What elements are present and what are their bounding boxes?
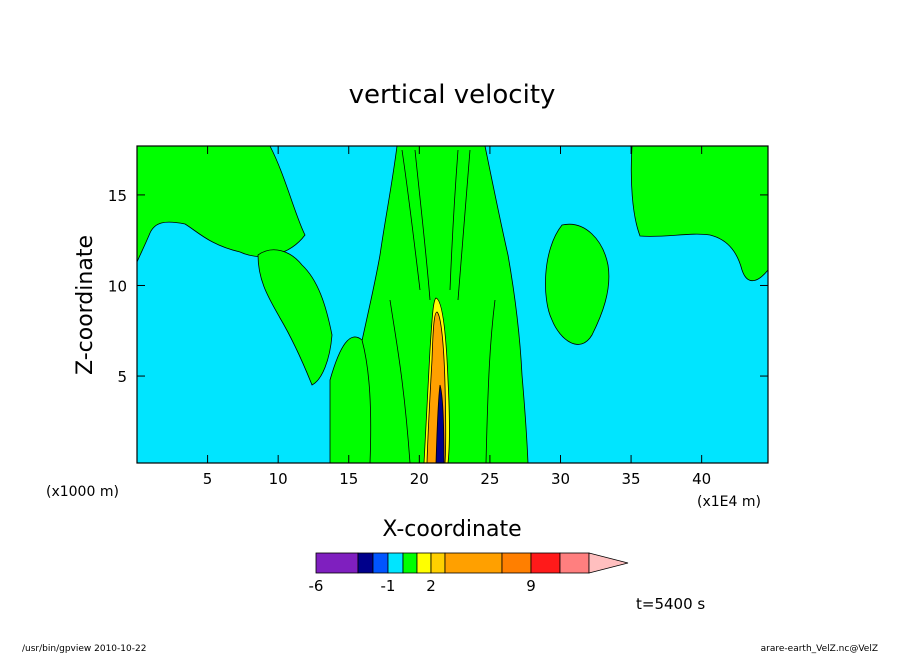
footer-right: arare-earth_VelZ.nc@VelZ — [761, 644, 878, 654]
time-label: t=5400 s — [636, 595, 705, 613]
contour-line-3 — [414, 149, 431, 301]
contour-line-2 — [449, 149, 459, 291]
contour-region-right-plume — [545, 223, 610, 345]
plot-frame — [136, 145, 769, 464]
y-tick-label: 10 — [108, 277, 127, 295]
colorbar-tick-label: -6 — [309, 577, 324, 595]
y-axis-ticks: 5 10 15 — [108, 187, 768, 386]
x-tick-label: 15 — [339, 470, 358, 488]
x-axis-label: X-coordinate — [382, 517, 521, 542]
colorbar-swatch — [559, 552, 590, 574]
contour-region-left-plume — [257, 249, 333, 386]
contour-region-left-top — [136, 145, 306, 263]
y-tick-label: 5 — [117, 368, 127, 386]
inner-contour-lines — [389, 149, 496, 464]
colorbar-tick-labels: -6 -1 2 9 — [309, 577, 536, 595]
x-unit-left: (x1000 m) — [46, 484, 119, 500]
colorbar-tick-label: -1 — [381, 577, 396, 595]
y-axis-label: Z-coordinate — [73, 235, 98, 375]
contour-line-6 — [485, 299, 496, 464]
contour-region-right-top — [630, 145, 769, 281]
updraft-core — [423, 297, 450, 464]
x-tick-label: 40 — [692, 470, 711, 488]
x-axis-ticks: 5 10 15 20 25 30 35 40 — [203, 146, 711, 488]
colorbar-swatch — [444, 552, 503, 574]
colorbar — [315, 552, 629, 574]
footer-left: /usr/bin/gpview 2010-10-22 — [22, 644, 146, 654]
colorbar-tick-label: 2 — [426, 577, 436, 595]
y-tick-label: 15 — [108, 187, 127, 205]
contour-line-4 — [457, 149, 471, 301]
colorbar-swatch — [387, 552, 404, 574]
colorbar-swatch — [430, 552, 446, 574]
colorbar-swatch — [315, 552, 359, 574]
plot-area: 5 10 15 20 25 30 35 40 5 10 15 — [108, 145, 769, 488]
colorbar-swatch — [372, 552, 389, 574]
x-tick-label: 35 — [622, 470, 641, 488]
colorbar-tick-label: 9 — [526, 577, 536, 595]
contour-line-5 — [389, 299, 411, 464]
contour-region-left-inner — [329, 336, 372, 464]
colorbar-swatch — [357, 552, 374, 574]
colorbar-extension-triangle — [588, 552, 629, 574]
x-tick-label: 5 — [203, 470, 213, 488]
contour-line-1 — [401, 149, 421, 291]
colorbar-swatch — [416, 552, 432, 574]
colorbar-swatch — [501, 552, 532, 574]
x-tick-label: 30 — [551, 470, 570, 488]
x-tick-label: 20 — [410, 470, 429, 488]
colorbar-swatch — [530, 552, 561, 574]
x-tick-label: 25 — [480, 470, 499, 488]
x-tick-label: 10 — [269, 470, 288, 488]
chart-title: vertical velocity — [349, 80, 556, 110]
x-unit-right: (x1E4 m) — [697, 494, 761, 510]
colorbar-swatch — [402, 552, 418, 574]
